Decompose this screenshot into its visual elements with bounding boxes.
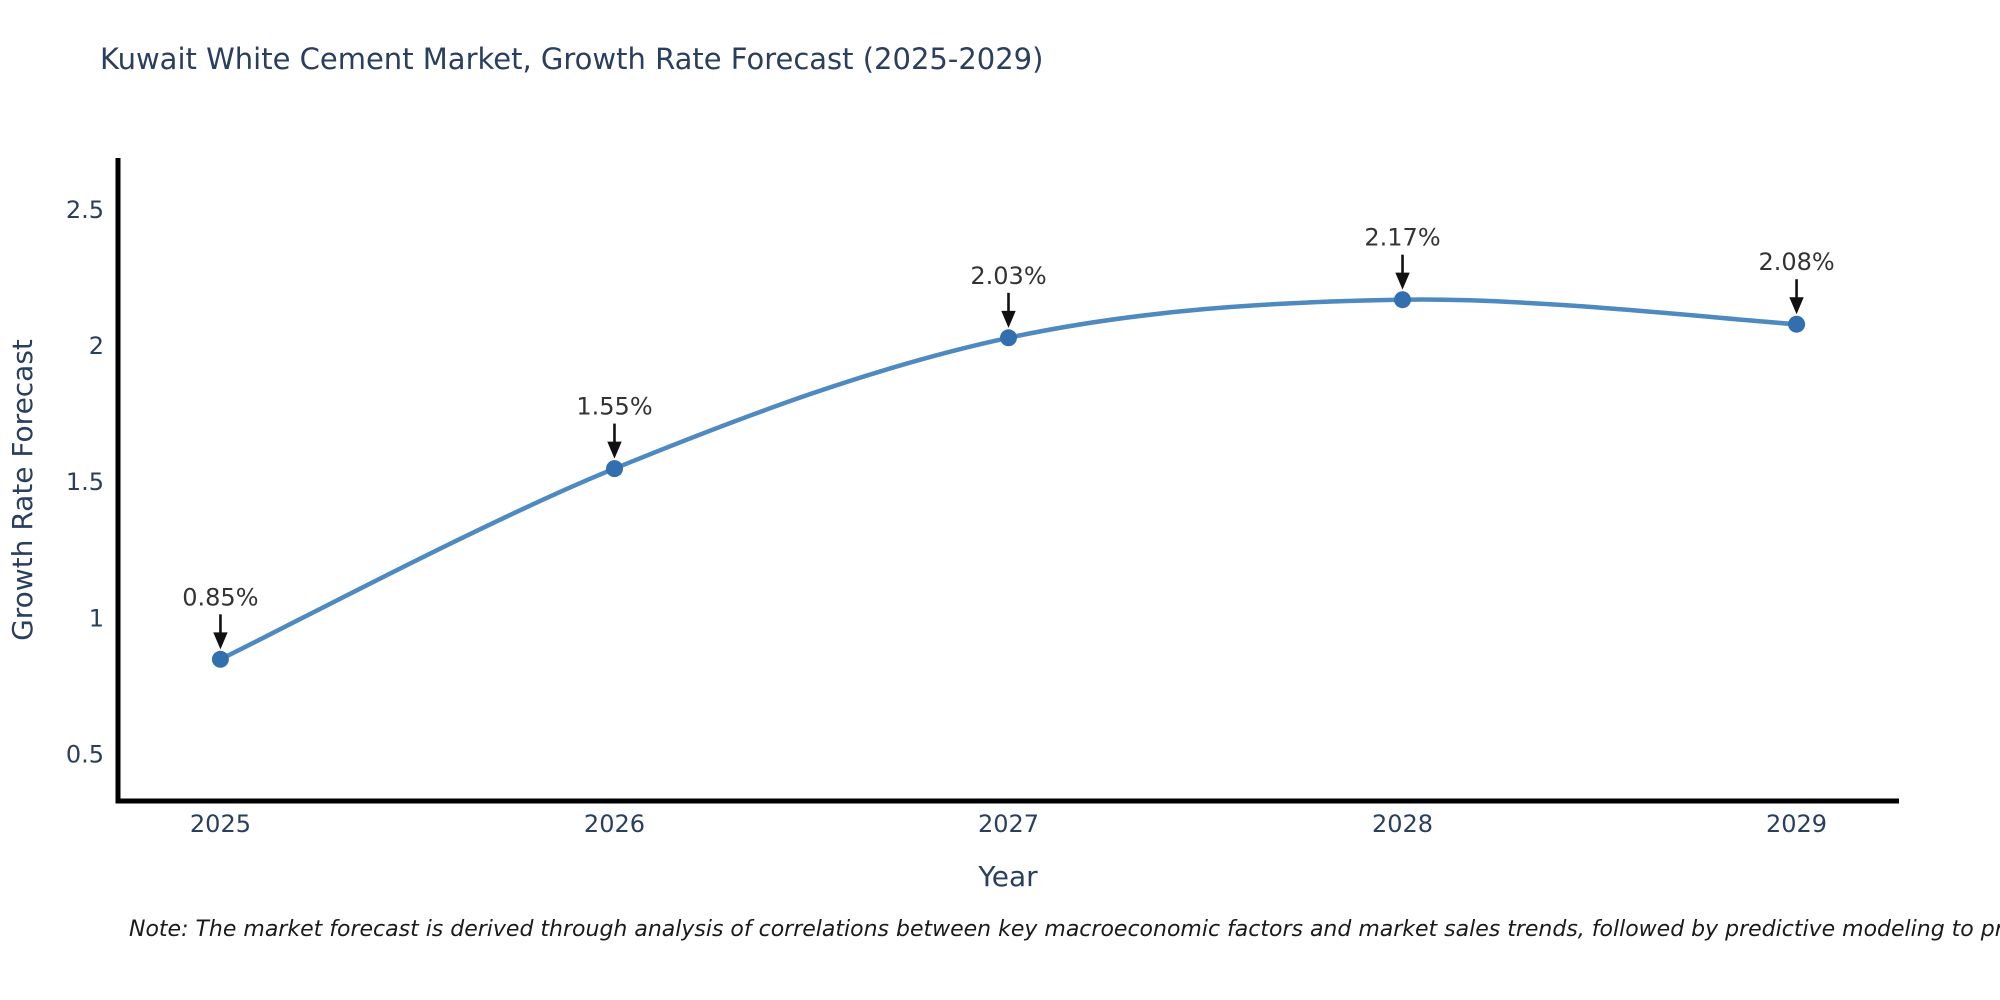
x-tick-label: 2029 (1766, 810, 1827, 838)
x-tick-label: 2027 (978, 810, 1039, 838)
x-axis-tick-labels: 2025 2026 2027 2028 2029 (190, 810, 1827, 838)
y-tick-label: 1 (89, 604, 104, 632)
point-annotation-label: 2.03% (970, 262, 1046, 290)
chart-title: Kuwait White Cement Market, Growth Rate … (100, 42, 1044, 76)
data-point-marker (1394, 291, 1411, 309)
axes (115, 158, 1899, 804)
x-tick-label: 2028 (1372, 810, 1433, 838)
point-annotation: 2.17% (1364, 224, 1441, 290)
annotation-arrowhead-icon (1789, 297, 1804, 315)
data-point-marker (1000, 329, 1017, 347)
annotation-arrowhead-icon (213, 632, 228, 650)
y-tick-label: 2 (89, 332, 104, 360)
data-point-marker (1788, 315, 1806, 333)
point-annotation-label: 0.85% (182, 583, 258, 611)
series-growth-rate-line (211, 291, 1806, 668)
annotation-arrowhead-icon (1001, 310, 1016, 328)
point-annotation: 1.55% (576, 393, 653, 459)
y-axis-title: Growth Rate Forecast (6, 339, 39, 641)
x-tick-label: 2025 (190, 810, 251, 838)
footnote: Note: The market forecast is derived thr… (129, 917, 2000, 942)
point-annotation: 2.03% (970, 262, 1047, 328)
data-point-marker (211, 650, 229, 668)
y-tick-label: 2.5 (66, 196, 104, 224)
x-tick-label: 2026 (584, 810, 645, 838)
point-annotation-label: 2.08% (1758, 248, 1834, 276)
point-annotation: 0.85% (182, 583, 259, 650)
point-annotation-label: 2.17% (1364, 224, 1440, 252)
x-axis-title: Year (977, 860, 1038, 893)
point-annotations: 0.85% 1.55% 2.03% 2.17% 2.08% (182, 224, 1835, 650)
point-annotation: 2.08% (1758, 248, 1835, 315)
y-tick-label: 0.5 (66, 741, 104, 769)
y-tick-label: 1.5 (66, 468, 104, 496)
series-line (218, 297, 1799, 662)
y-axis-tick-labels: 0.5 1 1.5 2 2.5 (66, 196, 104, 769)
data-point-marker (606, 460, 623, 478)
annotation-arrowhead-icon (607, 441, 622, 459)
annotation-arrowhead-icon (1395, 272, 1410, 290)
point-annotation-label: 1.55% (576, 393, 652, 421)
